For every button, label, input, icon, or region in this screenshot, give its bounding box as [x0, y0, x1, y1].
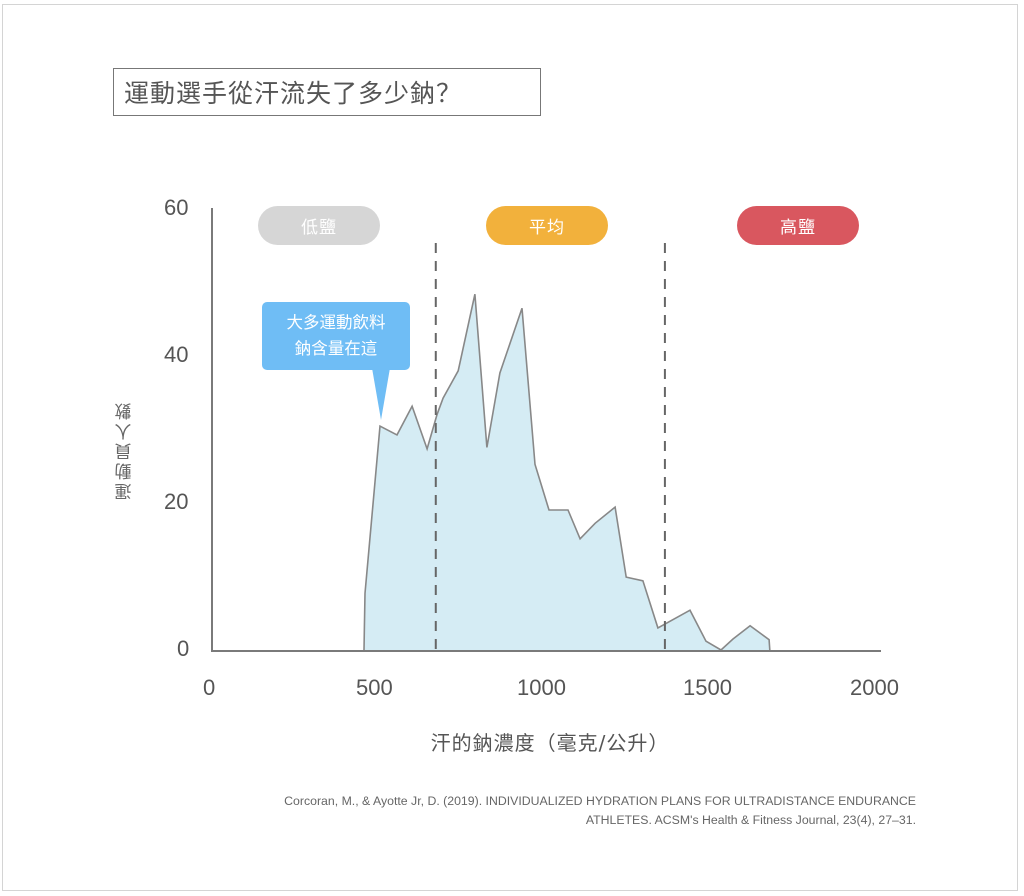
- y-tick-0: 0: [177, 636, 190, 661]
- region-high-salt-badge: 高鹽: [737, 206, 859, 245]
- callout-pointer: [372, 368, 390, 420]
- region-dividers: [434, 243, 666, 650]
- data-line: [363, 294, 771, 651]
- x-tick-2000: 2000: [850, 675, 899, 700]
- region-low-salt-label: 低鹽: [301, 218, 337, 238]
- region-low-salt-badge: 低鹽: [258, 206, 380, 245]
- x-tick-1000: 1000: [517, 675, 566, 700]
- x-axis-label: 汗的鈉濃度（毫克/公升）: [430, 731, 670, 755]
- sports-drink-callout: 大多運動飲料 鈉含量在這: [262, 302, 410, 370]
- chart-title: 運動選手從汗流失了多少鈉？: [113, 68, 541, 116]
- chart-title-text: 運動選手從汗流失了多少鈉？: [124, 79, 463, 108]
- region-average-badge: 平均: [486, 206, 608, 245]
- x-tick-500: 500: [356, 675, 393, 700]
- callout-line-2: 鈉含量在這: [294, 339, 378, 358]
- callout-line-1: 大多運動飲料: [286, 313, 386, 332]
- y-tick-60: 60: [164, 195, 189, 220]
- citation-line-2: ATHLETES. ACSM's Health & Fitness Journa…: [585, 813, 916, 827]
- y-axis-label: 運動員人數: [115, 400, 136, 500]
- y-tick-40: 40: [164, 342, 189, 367]
- citation-line-1: Corcoran, M., & Ayotte Jr, D. (2019). IN…: [284, 794, 916, 808]
- x-tick-1500: 1500: [683, 675, 732, 700]
- y-tick-20: 20: [164, 489, 189, 514]
- region-high-salt-label: 高鹽: [780, 218, 816, 238]
- region-average-label: 平均: [529, 218, 565, 238]
- data-area: [364, 294, 770, 650]
- x-tick-0: 0: [203, 675, 216, 700]
- citation: Corcoran, M., & Ayotte Jr, D. (2019). IN…: [156, 792, 916, 830]
